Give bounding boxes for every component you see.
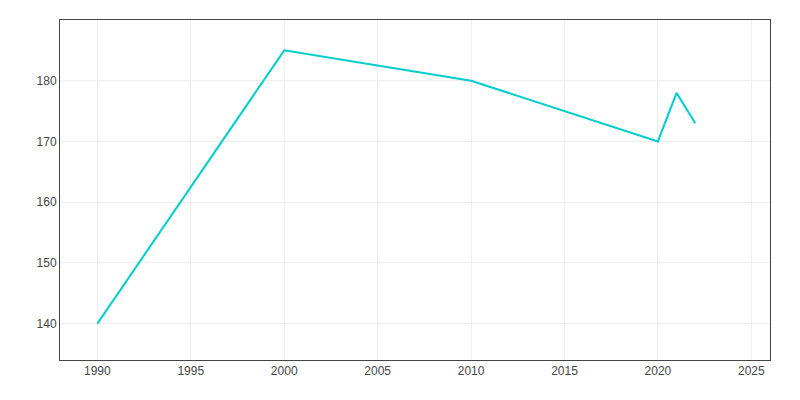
- svg-text:140: 140: [37, 317, 57, 331]
- svg-text:1990: 1990: [84, 364, 111, 378]
- svg-text:1995: 1995: [177, 364, 204, 378]
- svg-text:2000: 2000: [271, 364, 298, 378]
- svg-text:2025: 2025: [738, 364, 765, 378]
- svg-text:160: 160: [37, 195, 57, 209]
- svg-text:170: 170: [37, 135, 57, 149]
- svg-text:2020: 2020: [645, 364, 672, 378]
- svg-text:180: 180: [37, 74, 57, 88]
- svg-text:2005: 2005: [364, 364, 391, 378]
- svg-text:2010: 2010: [458, 364, 485, 378]
- svg-text:150: 150: [37, 256, 57, 270]
- svg-text:2015: 2015: [551, 364, 578, 378]
